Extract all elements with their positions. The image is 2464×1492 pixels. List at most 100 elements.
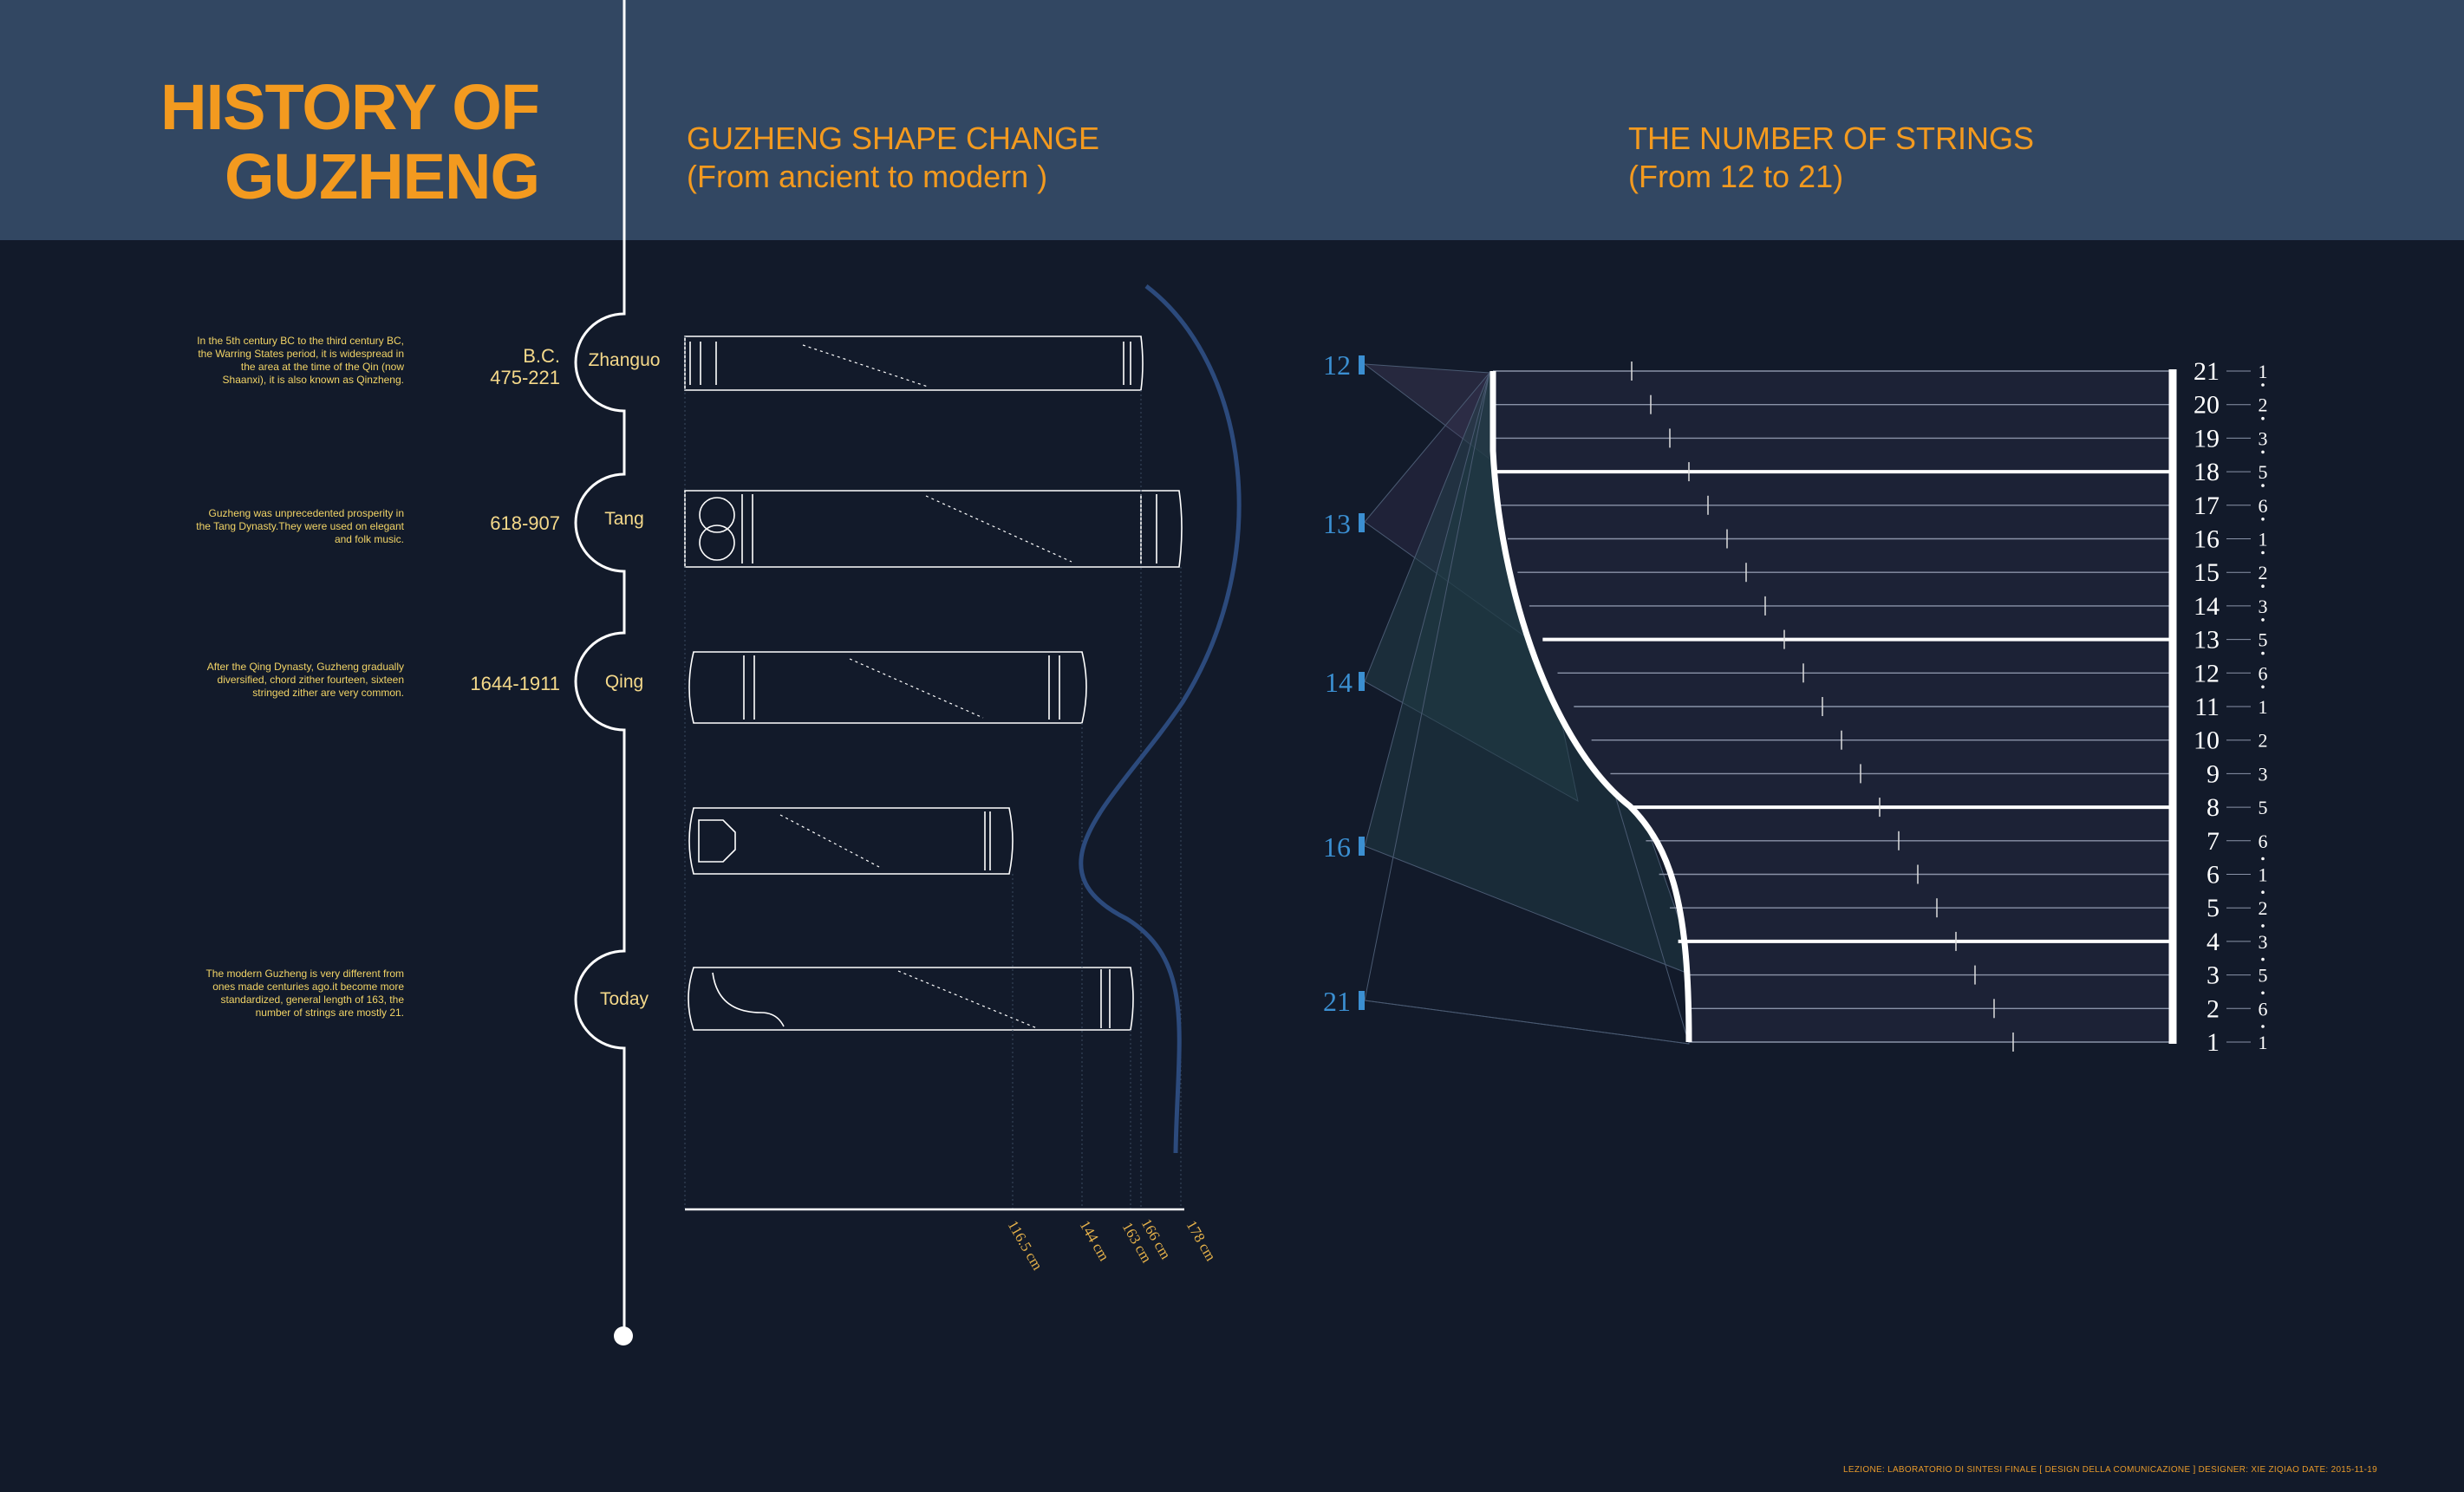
bridge-ticks bbox=[1631, 362, 2014, 1052]
notation-digit: 6 bbox=[2259, 495, 2268, 517]
notation-digit: 5 bbox=[2259, 629, 2268, 651]
guzheng-modern bbox=[688, 967, 1134, 1031]
string-count-21: 21 bbox=[1323, 986, 1351, 1017]
era-date-zhanguo-line2: 475-221 bbox=[490, 367, 560, 388]
notation-digit: 3 bbox=[2259, 427, 2268, 449]
notation-digit: 1 bbox=[2259, 361, 2268, 382]
string-number: 18 bbox=[2193, 458, 2220, 486]
notation-digit: 1 bbox=[2259, 529, 2268, 551]
string-number: 17 bbox=[2193, 492, 2220, 520]
string-number: 20 bbox=[2193, 391, 2220, 420]
era-date-qing: 1644-1911 bbox=[470, 673, 560, 694]
timeline-line bbox=[574, 0, 626, 1335]
string-number: 21 bbox=[2193, 357, 2220, 386]
notation-digit: 1 bbox=[2259, 696, 2268, 718]
length-label-178: 178 cm bbox=[1183, 1218, 1220, 1264]
era-description-tang: Guzheng was unprecedented prosperity in … bbox=[196, 507, 404, 545]
string-number: 16 bbox=[2193, 525, 2220, 554]
title-line2: GUZHENG bbox=[225, 140, 540, 212]
notation-digit: 1 bbox=[2259, 864, 2268, 886]
notation-digit: 5 bbox=[2259, 461, 2268, 483]
header-band bbox=[0, 0, 2464, 240]
notation-digit: 2 bbox=[2259, 897, 2268, 919]
title-line1: HISTORY OF bbox=[160, 71, 540, 143]
string-number: 13 bbox=[2193, 626, 2220, 655]
string-count-labels: 12 13 14 16 21 bbox=[1323, 349, 1353, 1017]
string-number: 11 bbox=[2194, 693, 2220, 721]
notation-digit: 1 bbox=[2259, 1032, 2268, 1053]
era-name-today: Today bbox=[599, 989, 649, 1009]
string-number: 4 bbox=[2207, 928, 2220, 956]
notation-digit: 2 bbox=[2259, 394, 2268, 416]
string-number: 8 bbox=[2207, 793, 2220, 822]
octave-dot bbox=[2261, 584, 2265, 588]
octave-dot bbox=[2261, 618, 2265, 622]
string-number: 5 bbox=[2207, 894, 2220, 922]
strings-section-heading: THE NUMBER OF STRINGS (From 12 to 21) bbox=[1628, 120, 2034, 196]
string-number: 6 bbox=[2207, 861, 2220, 889]
string-number: 14 bbox=[2193, 592, 2220, 621]
octave-dot bbox=[2261, 924, 2265, 928]
string-number: 12 bbox=[2193, 659, 2220, 687]
octave-dot bbox=[2261, 518, 2265, 521]
notation-digit: 5 bbox=[2259, 965, 2268, 987]
string-number: 3 bbox=[2207, 961, 2220, 990]
shape-section-title: GUZHENG SHAPE CHANGE bbox=[687, 121, 1100, 156]
string-count-14: 14 bbox=[1325, 667, 1353, 698]
bridge-curve bbox=[1489, 371, 1692, 1043]
octave-dot bbox=[2261, 890, 2265, 894]
octave-dot bbox=[2261, 383, 2265, 387]
octave-dot bbox=[2261, 450, 2265, 454]
length-guides bbox=[684, 336, 1182, 1209]
string-number: 15 bbox=[2193, 558, 2220, 587]
shape-trend-curve bbox=[1079, 284, 1242, 1154]
page-title: HISTORY OF GUZHENG bbox=[160, 71, 540, 212]
timeline bbox=[574, 0, 633, 1345]
strings-section-subtitle: (From 12 to 21) bbox=[1628, 159, 1844, 194]
shape-section-subtitle: (From ancient to modern ) bbox=[687, 159, 1048, 194]
string-number: 2 bbox=[2207, 994, 2220, 1023]
string-number: 19 bbox=[2193, 424, 2220, 453]
notation-labels: 1 2 3 5 6 1 2 3 5 6 1 2 3 5 6 1 2 3 5 6 1 bbox=[2259, 361, 2268, 1053]
length-label-144: 144 cm bbox=[1077, 1218, 1113, 1264]
era-date-zhanguo-line1: B.C. bbox=[523, 345, 560, 367]
string-number: 9 bbox=[2207, 759, 2220, 788]
length-label-116: 116.5 cm bbox=[1005, 1218, 1046, 1274]
string-number: 1 bbox=[2207, 1028, 2220, 1057]
notation-digit: 3 bbox=[2259, 596, 2268, 617]
octave-dot bbox=[2261, 551, 2265, 555]
guzheng-tang bbox=[684, 490, 1183, 568]
notation-digit: 6 bbox=[2259, 662, 2268, 684]
guzheng-zhanguo bbox=[684, 336, 1144, 391]
octave-dot bbox=[2261, 1025, 2265, 1028]
era-description-qing: After the Qing Dynasty, Guzheng graduall… bbox=[206, 661, 404, 699]
octave-dot bbox=[2261, 651, 2265, 655]
notation-digit: 6 bbox=[2259, 998, 2268, 1020]
era-date-zhanguo: B.C. 475-221 bbox=[490, 345, 560, 388]
era-name-zhanguo: Zhanguo bbox=[588, 350, 661, 370]
notation-digit: 2 bbox=[2259, 562, 2268, 583]
string-count-13: 13 bbox=[1323, 508, 1351, 539]
guzheng-transitional bbox=[688, 807, 1014, 875]
octave-dot bbox=[2261, 416, 2265, 420]
string-lines bbox=[1493, 370, 2173, 1043]
octave-dot bbox=[2261, 991, 2265, 995]
shape-section-heading: GUZHENG SHAPE CHANGE (From ancient to mo… bbox=[687, 120, 1099, 196]
string-count-12: 12 bbox=[1323, 349, 1351, 381]
notation-digit: 3 bbox=[2259, 763, 2268, 785]
octave-dot bbox=[2261, 484, 2265, 487]
guzheng-shapes bbox=[684, 336, 1183, 1031]
era-description-today: The modern Guzheng is very different fro… bbox=[205, 968, 404, 1019]
octave-dot bbox=[2261, 685, 2265, 689]
octave-dot bbox=[2261, 957, 2265, 961]
octave-dot bbox=[2261, 857, 2265, 861]
notation-digit: 6 bbox=[2259, 831, 2268, 852]
timeline-end-dot bbox=[614, 1326, 633, 1345]
length-labels: 116.5 cm 144 cm 163 cm 166 cm 178 cm bbox=[1005, 1216, 1220, 1274]
footer-credits: LEZIONE: LABORATORIO DI SINTESI FINALE [… bbox=[1843, 1465, 2377, 1475]
string-count-markers bbox=[1359, 355, 1365, 1010]
guzheng-qing bbox=[688, 651, 1087, 724]
